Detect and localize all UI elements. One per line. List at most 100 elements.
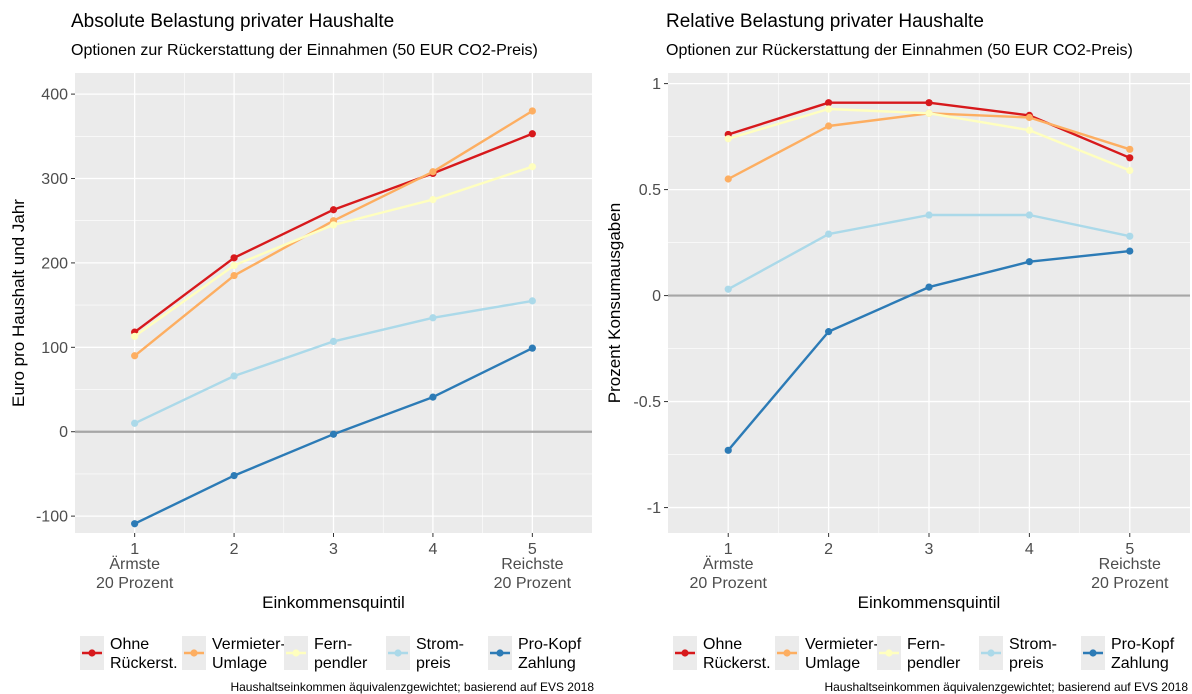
- chart-subtitle: Optionen zur Rückerstattung der Einnahme…: [71, 42, 538, 59]
- legend-label: Zahlung: [1111, 655, 1169, 672]
- x-tick-label: 4: [1025, 541, 1034, 558]
- x-extra-label-left: 20 Prozent: [96, 575, 174, 592]
- chart-title: Absolute Belastung privater Haushalte: [71, 11, 394, 32]
- y-tick-label: -100: [36, 509, 68, 526]
- legend-label: pendler: [314, 655, 368, 672]
- series-3: [131, 163, 536, 340]
- y-axis-title: Prozent Konsumausgaben: [605, 203, 624, 403]
- x-extra-label-left: Ärmste: [703, 555, 754, 573]
- legend-key-point: [681, 649, 689, 657]
- x-tick-label: 5: [1125, 541, 1134, 558]
- legend-label: preis: [1009, 655, 1044, 672]
- data-point: [528, 130, 536, 138]
- series-4: [131, 297, 536, 427]
- chart-title: Relative Belastung privater Haushalte: [666, 11, 984, 32]
- legend-label: Umlage: [805, 655, 860, 672]
- legend-label: Ohne: [703, 636, 742, 653]
- data-point: [230, 271, 238, 280]
- data-point: [230, 261, 238, 270]
- data-point: [925, 283, 933, 291]
- data-point: [429, 168, 437, 176]
- legend-label: Fern-: [907, 636, 945, 653]
- data-point: [131, 332, 139, 340]
- legend-key-point: [1089, 649, 1097, 657]
- legend-label: Fern-: [314, 636, 352, 653]
- series-5: [724, 247, 1134, 454]
- data-point: [329, 206, 338, 214]
- data-point: [925, 109, 933, 117]
- legend-label: Zahlung: [518, 655, 576, 672]
- legend-label: Strom-: [416, 636, 464, 653]
- x-tick-label: 4: [428, 541, 437, 558]
- data-point: [1025, 113, 1033, 122]
- x-tick-label: 2: [230, 541, 239, 558]
- legend-label: preis: [416, 655, 451, 672]
- x-tick-label: 2: [824, 541, 833, 558]
- y-tick-label: 1: [652, 76, 661, 93]
- legend-item: Fern-pendler: [877, 636, 961, 672]
- legend-item: Pro-Kopf Zahlung: [1081, 636, 1175, 672]
- x-extra-label-right: 20 Prozent: [494, 575, 572, 592]
- data-point: [925, 99, 933, 107]
- data-point: [1126, 154, 1134, 162]
- x-axis-title: Einkommensquintil: [858, 593, 1001, 612]
- legend-label: Rückerst.: [110, 655, 178, 672]
- y-tick-label: 0.5: [639, 182, 661, 199]
- legend-label: Vermieter-: [212, 636, 286, 653]
- legend: Ohne Rückerst. Vermieter- Umlage Fern-pendle…: [673, 636, 1175, 672]
- legend-key-point: [783, 649, 791, 657]
- data-point: [825, 328, 833, 336]
- legend-key-point: [987, 649, 995, 657]
- data-point: [724, 135, 732, 143]
- legend-label: pendler: [907, 655, 961, 672]
- chart-subtitle: Optionen zur Rückerstattung der Einnahme…: [666, 42, 1133, 59]
- data-point: [724, 446, 732, 454]
- y-tick-label: 400: [41, 87, 68, 104]
- x-extra-label-right: 20 Prozent: [1091, 575, 1169, 592]
- legend-item: Fern-pendler: [284, 636, 368, 672]
- data-point: [329, 430, 338, 438]
- data-point: [429, 393, 437, 401]
- data-point: [1025, 258, 1033, 266]
- data-point: [429, 314, 437, 322]
- legend-key-point: [496, 649, 504, 657]
- x-tick-label: 3: [329, 541, 338, 558]
- data-point: [1025, 211, 1033, 219]
- data-point: [230, 472, 238, 480]
- data-point: [429, 196, 437, 204]
- chart-caption: Haushaltseinkommen äquivalenzgewichtet; …: [824, 680, 1188, 694]
- y-tick-label: 100: [41, 340, 68, 357]
- x-extra-label-right: Reichste: [501, 556, 563, 573]
- data-point: [825, 99, 833, 107]
- y-tick-label: -1: [647, 500, 661, 517]
- x-tick-label: 3: [925, 541, 934, 558]
- data-point: [724, 285, 732, 293]
- legend-key-point: [394, 649, 402, 657]
- chart-caption: Haushaltseinkommen äquivalenzgewichtet; …: [230, 680, 594, 694]
- legend-label: Ohne: [110, 636, 149, 653]
- x-extra-label-left: 20 Prozent: [690, 575, 768, 592]
- data-point: [825, 105, 833, 113]
- legend-label: Strom-: [1009, 636, 1057, 653]
- chart-panel-2: Relative Belastung privater Haushalte Opt…: [605, 11, 1190, 694]
- data-point: [131, 352, 139, 360]
- legend-key-point: [885, 649, 893, 657]
- x-extra-label-left: Ärmste: [109, 555, 160, 573]
- legend-label: Vermieter-: [805, 636, 879, 653]
- data-point: [1126, 145, 1134, 153]
- data-point: [528, 163, 536, 171]
- x-tick-label: 1: [130, 541, 139, 558]
- x-extra-label-right: Reichste: [1099, 556, 1161, 573]
- chart-panel-1: Absolute Belastung privater Haushalte Opt…: [9, 11, 594, 694]
- data-point: [825, 230, 833, 238]
- data-point: [724, 175, 732, 183]
- legend-label: Rückerst.: [703, 655, 771, 672]
- data-point: [230, 372, 238, 380]
- x-tick-label: 1: [724, 541, 733, 558]
- x-tick-label: 5: [528, 541, 537, 558]
- legend-label: Umlage: [212, 655, 267, 672]
- data-point: [329, 337, 338, 346]
- legend-label: Pro-Kopf: [518, 636, 582, 653]
- data-point: [1025, 126, 1033, 134]
